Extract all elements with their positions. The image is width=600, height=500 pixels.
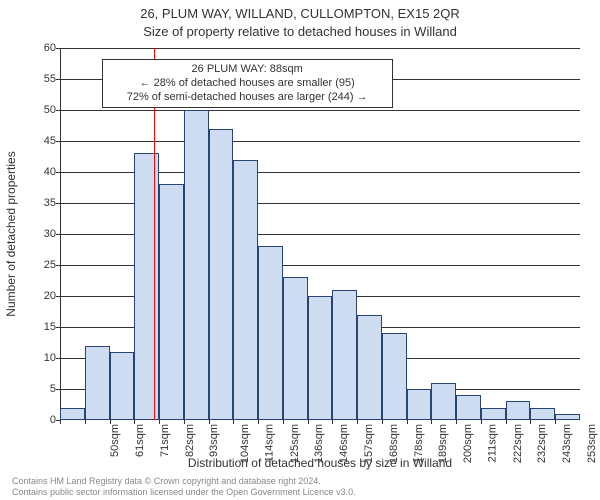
- x-tick-mark: [233, 420, 234, 424]
- histogram-bar: [110, 352, 135, 420]
- y-tick-label: 55: [16, 73, 56, 85]
- annotation-line: ← 28% of detached houses are smaller (95…: [109, 77, 386, 91]
- x-tick-label: 82sqm: [184, 424, 196, 457]
- x-tick-label: 211sqm: [486, 424, 498, 462]
- annotation-box: 26 PLUM WAY: 88sqm← 28% of detached hous…: [102, 59, 393, 108]
- grid-line: [60, 110, 580, 111]
- x-tick-label: 200sqm: [462, 424, 474, 463]
- histogram-bar: [258, 246, 283, 420]
- x-tick-mark: [85, 420, 86, 424]
- y-tick-label: 5: [16, 383, 56, 395]
- x-tick-mark: [456, 420, 457, 424]
- y-tick-label: 50: [16, 104, 56, 116]
- x-tick-label: 50sqm: [109, 424, 121, 457]
- y-tick-mark: [56, 296, 60, 297]
- y-tick-mark: [56, 141, 60, 142]
- y-tick-label: 15: [16, 321, 56, 333]
- x-tick-mark: [332, 420, 333, 424]
- footer-line-1: Contains HM Land Registry data © Crown c…: [12, 476, 356, 487]
- histogram-bar: [134, 153, 159, 420]
- histogram-bar: [159, 184, 184, 420]
- y-tick-mark: [56, 48, 60, 49]
- y-tick-mark: [56, 327, 60, 328]
- grid-line: [60, 141, 580, 142]
- y-tick-label: 25: [16, 259, 56, 271]
- histogram-bar: [60, 408, 85, 420]
- x-tick-label: 136sqm: [314, 424, 326, 463]
- histogram-bar: [308, 296, 333, 420]
- x-tick-label: 93sqm: [208, 424, 220, 457]
- histogram-bar: [283, 277, 308, 420]
- x-tick-mark: [506, 420, 507, 424]
- y-tick-label: 0: [16, 414, 56, 426]
- x-tick-label: 125sqm: [289, 424, 301, 463]
- histogram-bar: [184, 110, 209, 420]
- plot-area: 26 PLUM WAY: 88sqm← 28% of detached hous…: [60, 48, 580, 420]
- footer-line-2: Contains public sector information licen…: [12, 487, 356, 498]
- x-tick-label: 243sqm: [561, 424, 573, 463]
- x-tick-label: 222sqm: [512, 424, 524, 463]
- x-tick-label: 71sqm: [159, 424, 171, 457]
- y-tick-label: 40: [16, 166, 56, 178]
- histogram-bar: [85, 346, 110, 420]
- y-tick-mark: [56, 79, 60, 80]
- histogram-bar: [431, 383, 456, 420]
- x-tick-label: 232sqm: [536, 424, 548, 463]
- x-tick-label: 178sqm: [413, 424, 425, 463]
- x-tick-mark: [283, 420, 284, 424]
- y-tick-label: 30: [16, 228, 56, 240]
- x-tick-mark: [481, 420, 482, 424]
- y-tick-label: 35: [16, 197, 56, 209]
- x-tick-mark: [555, 420, 556, 424]
- x-tick-label: 146sqm: [338, 424, 350, 463]
- y-tick-mark: [56, 265, 60, 266]
- y-tick-mark: [56, 389, 60, 390]
- x-tick-label: 61sqm: [134, 424, 146, 457]
- footer-attribution: Contains HM Land Registry data © Crown c…: [12, 476, 356, 498]
- x-tick-mark: [308, 420, 309, 424]
- x-tick-mark: [60, 420, 61, 424]
- x-tick-label: 168sqm: [388, 424, 400, 463]
- chart-supertitle: 26, PLUM WAY, WILLAND, CULLOMPTON, EX15 …: [0, 6, 600, 21]
- histogram-bar: [530, 408, 555, 420]
- y-tick-mark: [56, 358, 60, 359]
- histogram-bar: [481, 408, 506, 420]
- grid-line: [60, 48, 580, 49]
- histogram-bar: [407, 389, 432, 420]
- x-tick-label: 253sqm: [586, 424, 598, 463]
- x-tick-label: 189sqm: [437, 424, 449, 463]
- histogram-bar: [382, 333, 407, 420]
- y-tick-mark: [56, 203, 60, 204]
- histogram-bar: [506, 401, 531, 420]
- y-tick-mark: [56, 110, 60, 111]
- x-tick-mark: [407, 420, 408, 424]
- histogram-bar: [555, 414, 580, 420]
- y-tick-mark: [56, 172, 60, 173]
- y-tick-label: 60: [16, 42, 56, 54]
- histogram-bar: [332, 290, 357, 420]
- y-tick-label: 45: [16, 135, 56, 147]
- histogram-bar: [209, 129, 234, 420]
- histogram-bar: [233, 160, 258, 420]
- x-tick-label: 104sqm: [239, 424, 251, 463]
- x-tick-label: 114sqm: [263, 424, 275, 462]
- x-tick-mark: [382, 420, 383, 424]
- y-tick-mark: [56, 234, 60, 235]
- annotation-line: 26 PLUM WAY: 88sqm: [109, 63, 386, 77]
- annotation-line: 72% of semi-detached houses are larger (…: [109, 91, 386, 105]
- histogram-bar: [456, 395, 481, 420]
- x-tick-mark: [530, 420, 531, 424]
- y-tick-label: 10: [16, 352, 56, 364]
- x-tick-mark: [431, 420, 432, 424]
- x-tick-mark: [258, 420, 259, 424]
- y-tick-label: 20: [16, 290, 56, 302]
- histogram-bar: [357, 315, 382, 420]
- x-tick-label: 157sqm: [363, 424, 375, 463]
- chart-title: Size of property relative to detached ho…: [0, 24, 600, 39]
- x-tick-mark: [357, 420, 358, 424]
